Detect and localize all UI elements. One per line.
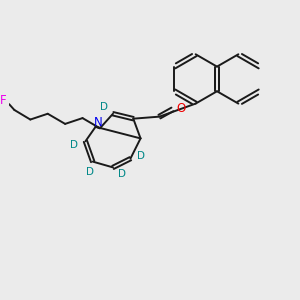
Text: F: F	[0, 94, 6, 107]
Text: D: D	[70, 140, 78, 150]
Text: D: D	[86, 167, 94, 177]
Text: D: D	[100, 102, 108, 112]
Text: D: D	[137, 151, 146, 161]
Text: N: N	[94, 116, 103, 129]
Text: D: D	[118, 169, 126, 179]
Text: O: O	[176, 102, 186, 115]
